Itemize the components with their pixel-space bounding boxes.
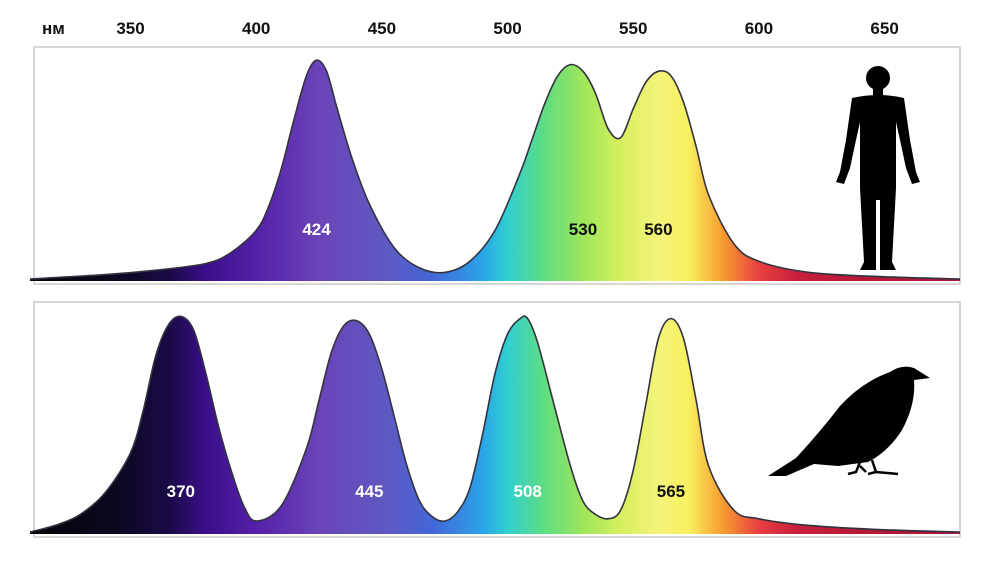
peak-label-424: 424 [302,220,331,239]
peak-label-565: 565 [657,482,685,501]
x-tick-label: 550 [619,19,647,38]
sensitivity-area [30,60,960,282]
x-tick-label: 500 [493,19,521,38]
human-panel: 424 530 560 [29,46,961,285]
wavelength-axis: нм 350 400 450 500 550 600 650 [42,19,899,38]
human-silhouette-icon [836,66,920,270]
sensitivity-curve [29,315,961,533]
axis-unit-label: нм [42,19,65,38]
x-tick-label: 400 [242,19,270,38]
peak-label-530: 530 [569,220,597,239]
bird-panel: 370 445 508 565 [29,301,961,538]
x-tick-label: 600 [745,19,773,38]
peak-label-445: 445 [355,482,383,501]
peak-label-560: 560 [644,220,672,239]
sensitivity-curve [29,59,961,280]
peak-label-508: 508 [513,482,541,501]
bird-silhouette-icon [768,366,930,476]
x-tick-label: 650 [870,19,898,38]
sensitivity-area [30,316,960,534]
x-tick-label: 450 [368,19,396,38]
x-tick-label: 350 [116,19,144,38]
peak-label-370: 370 [167,482,195,501]
